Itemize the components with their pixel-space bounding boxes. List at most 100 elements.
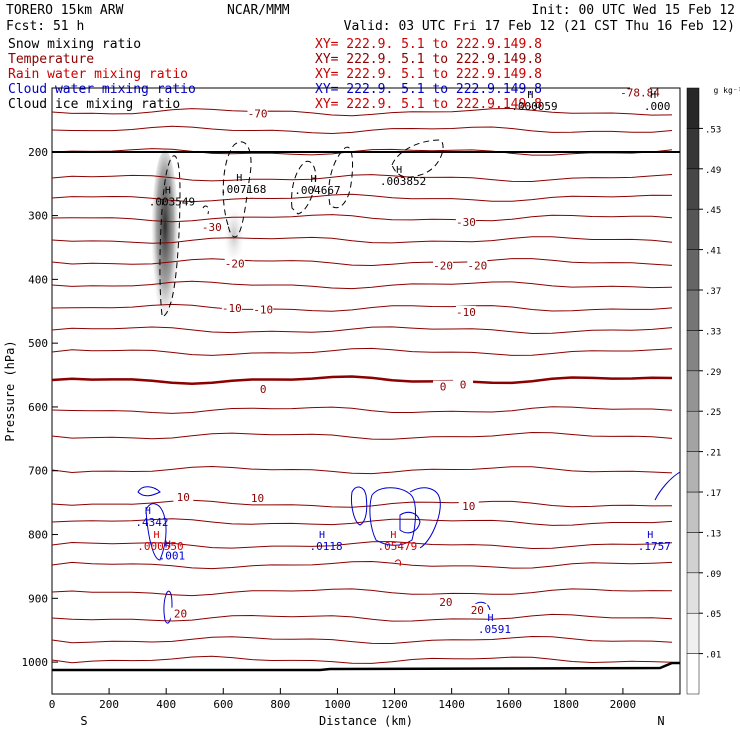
temp-label: -10 (456, 306, 476, 319)
x-tick-label: 0 (49, 698, 56, 711)
ice-contour (222, 141, 252, 238)
y-axis: 200 300 400 500 600 700 800 900 1000 (22, 146, 58, 669)
water-contour (399, 511, 421, 534)
colorbar-bin (686, 87, 700, 129)
y-tick-label: 400 (28, 273, 48, 286)
max-marker: H (310, 174, 316, 185)
temp-label-bg (221, 302, 242, 314)
max-marker: H (390, 530, 396, 541)
isotherm (51, 347, 673, 356)
y-tick-label: 300 (28, 210, 48, 223)
colorbar: .01 .05 .09 .13 .17 .21 .25 .29 .33 .37 .41 .45 .49.… (686, 87, 721, 695)
temperature-contours (51, 107, 680, 664)
ice-contour (291, 160, 317, 215)
isotherm (51, 406, 673, 414)
water-contour (137, 486, 161, 497)
temp-label-bg (170, 607, 191, 619)
temp-label-bg (253, 303, 274, 315)
x-tick-label: 800 (270, 698, 290, 711)
temp-label-bg (455, 305, 476, 317)
isotherm (51, 518, 673, 526)
center-label: NCAR/MMM (227, 3, 290, 18)
isotherm (51, 560, 673, 570)
x-tick-label: 600 (213, 698, 233, 711)
plot-frame (51, 87, 681, 695)
y-tick-label: 500 (28, 337, 48, 350)
isotherm (51, 125, 673, 135)
colorbar-bin (686, 370, 700, 412)
x-tick-label: 1200 (381, 698, 408, 711)
temp-label: -78.84 (620, 86, 660, 99)
max-value: .000550 (137, 540, 183, 553)
cloud-water-contours (137, 471, 681, 624)
snow-shading-secondary (224, 207, 244, 263)
colorbar-label: .17 (705, 489, 721, 499)
max-marker: H (319, 530, 325, 541)
temp-label-bg (247, 107, 268, 119)
max-value: .05479 (378, 540, 418, 553)
temp-label: 10 (462, 500, 475, 513)
isotherm (51, 280, 673, 290)
colorbar-bin (686, 572, 700, 614)
field-xy: XY= 222.9. 5.1 to 222.9.149.8 (315, 37, 542, 52)
colorbar-label: .33 (705, 327, 721, 337)
isotherm (51, 258, 673, 267)
colorbar-bin (686, 168, 700, 210)
water-contour (145, 503, 167, 561)
colorbar-label: .09 (705, 570, 721, 580)
temp-label: 0 (460, 379, 467, 392)
field-name: Snow mixing ratio (8, 37, 141, 52)
isotherm (51, 541, 673, 550)
colorbar-bin (686, 249, 700, 291)
x-end-label: N (657, 714, 664, 728)
temp-label: -70 (248, 108, 268, 121)
temp-label: 20 (174, 608, 187, 621)
temp-label-bg (467, 259, 488, 271)
max-marker: H (153, 530, 159, 541)
y-tick-label: 800 (28, 529, 48, 542)
temp-label-bg (433, 259, 454, 271)
isotherm (51, 431, 673, 440)
colorbar-label: .21 (705, 449, 721, 459)
y-tick-label: 200 (28, 146, 48, 159)
max-marker: H (145, 506, 151, 517)
cloud-ice-contours (159, 139, 444, 317)
max-value: .000 (644, 100, 671, 113)
temp-label: 0 (440, 381, 447, 394)
y-tick-label: 700 (28, 465, 48, 478)
colorbar-bin (686, 653, 700, 695)
colorbar-label: .01 (705, 651, 721, 661)
temp-label-bg (433, 380, 454, 392)
field-xy: XY= 222.9. 5.1 to 222.9.149.8 (315, 52, 542, 67)
isotherm (51, 193, 673, 203)
ice-contour (159, 155, 181, 317)
max-marker: H (236, 173, 242, 184)
temp-label: -30 (202, 221, 222, 234)
y-tick-label: 900 (28, 592, 48, 605)
max-marker: H (396, 165, 402, 176)
temp-label-bg (455, 215, 476, 227)
x-tick-label: 1000 (324, 698, 351, 711)
isotherm (51, 375, 673, 385)
max-marker: H (165, 186, 171, 197)
x-start-label: S (80, 714, 87, 728)
max-marker: H (647, 530, 653, 541)
colorbar-bin (686, 491, 700, 533)
max-value: .1757 (638, 540, 671, 553)
colorbar-label: .41 (705, 247, 721, 257)
x-tick-label: 200 (99, 698, 119, 711)
max-value: .007168 (220, 183, 266, 196)
isotherm (51, 107, 673, 117)
colorbar-bin (686, 532, 700, 574)
temp-label: -20 (467, 259, 487, 272)
ice-contour (328, 146, 354, 209)
x-tick-label: 1400 (438, 698, 465, 711)
max-value: .4342 (135, 516, 168, 529)
max-marker: H (165, 540, 171, 551)
max-value: .0118 (309, 540, 342, 553)
colorbar-bin (686, 612, 700, 654)
isotherm (51, 148, 673, 156)
temp-label-bg (467, 603, 488, 615)
max-value: .003549 (149, 196, 195, 209)
